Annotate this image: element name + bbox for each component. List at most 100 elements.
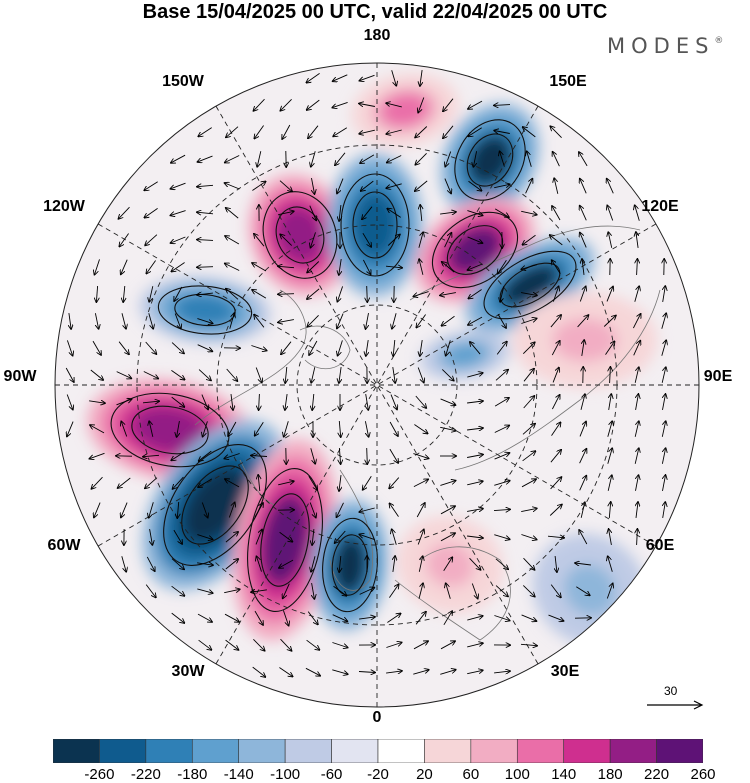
wind-vector	[253, 638, 264, 650]
wind-vector	[445, 151, 452, 167]
colorbar	[53, 739, 703, 763]
wind-vector	[521, 210, 537, 214]
wind-vector	[495, 558, 508, 569]
wind-vector	[226, 368, 238, 381]
wind-vector	[121, 556, 126, 571]
wind-vector	[608, 556, 613, 572]
wind-vector	[579, 422, 586, 437]
wind-vector	[226, 126, 239, 138]
wind-vector	[420, 70, 422, 86]
wind-vector	[415, 612, 426, 625]
wind-vector	[225, 559, 238, 570]
wind-vector	[634, 367, 639, 383]
wind-vector	[307, 611, 318, 625]
colorbar-tick-label: -220	[130, 766, 161, 783]
lon-label-30w: 30W	[171, 663, 205, 680]
wind-vector	[229, 313, 234, 329]
wind-vector	[636, 502, 638, 518]
wind-vector	[444, 178, 451, 194]
contour-trough-siberia-east-0	[483, 250, 577, 320]
colorbar-tick-label: -260	[84, 766, 115, 783]
latitude-circle-0	[296, 304, 458, 466]
wind-vector	[225, 236, 240, 245]
wind-vector	[418, 583, 423, 599]
wind-vector	[174, 313, 181, 329]
wind-vector	[389, 421, 398, 436]
wind-vector	[582, 259, 584, 275]
wind-vector	[92, 476, 103, 489]
wind-vector	[551, 341, 559, 356]
wind-vector	[311, 151, 316, 166]
anomaly-fill-trough-pacific-150e-3	[467, 134, 513, 186]
wind-vector	[550, 315, 561, 328]
wind-vector	[494, 671, 510, 673]
wind-vector	[254, 234, 265, 247]
wind-vector	[500, 151, 505, 167]
wind-vector	[252, 182, 265, 191]
wind-vector	[523, 557, 535, 570]
wind-vector	[251, 590, 267, 592]
wind-vector	[197, 240, 214, 241]
wind-vector	[441, 369, 453, 380]
wind-vector	[337, 286, 344, 301]
colorbar-tick-label: 260	[690, 766, 716, 783]
wind-vector	[523, 369, 534, 382]
wind-vector	[254, 315, 265, 328]
wind-vector	[339, 555, 341, 572]
wind-vector	[550, 450, 561, 463]
wind-vector	[197, 534, 212, 540]
wind-vector	[144, 181, 158, 191]
wind-vector	[197, 344, 213, 352]
wind-vector	[231, 394, 233, 410]
wind-vector	[197, 212, 214, 214]
wind-vector	[339, 205, 341, 221]
wind-vector	[361, 180, 374, 191]
wind-vector	[338, 340, 343, 355]
wind-vector	[119, 233, 129, 247]
anomaly-fill-ridge-pacific-north-3	[380, 93, 430, 127]
wind-vector	[497, 313, 506, 328]
wind-vector	[251, 345, 266, 351]
colorbar-tick-label: 100	[504, 766, 530, 783]
wind-vector	[366, 313, 369, 329]
wind-vector	[198, 127, 212, 137]
wind-vector	[279, 559, 294, 568]
wind-vector	[392, 313, 397, 328]
wind-vector	[332, 101, 348, 107]
wind-vector	[332, 614, 348, 622]
wind-vector	[177, 421, 180, 437]
wind-vector	[307, 99, 320, 110]
registered-mark: ®	[714, 36, 724, 46]
wind-vector	[252, 666, 266, 677]
wind-vector	[149, 421, 154, 437]
wind-vector	[278, 481, 294, 486]
wind-vector	[607, 421, 612, 437]
wind-vector	[251, 456, 268, 457]
wind-vector	[413, 479, 428, 488]
wind-vector	[446, 583, 451, 599]
wind-vector	[579, 476, 587, 491]
anomaly-fill-ridge-ural-3	[552, 318, 618, 362]
wind-vector	[359, 104, 375, 107]
wind-vector	[576, 586, 589, 596]
wind-vector	[495, 370, 508, 381]
contour-trough-pacific-150e-0	[454, 119, 526, 201]
wind-vector	[468, 289, 482, 299]
wind-vector	[607, 179, 614, 194]
wind-vector	[525, 179, 533, 194]
lon-label-150e: 150E	[549, 73, 587, 90]
wind-vector	[143, 371, 158, 379]
wind-vector	[386, 129, 402, 134]
wind-vector	[255, 367, 262, 383]
colorbar-swatch-13	[656, 739, 703, 763]
wind-vector	[467, 616, 482, 621]
wind-vector	[339, 259, 341, 275]
wind-vector	[333, 127, 348, 137]
colorbar-swatch-9	[470, 739, 518, 763]
wind-vector	[520, 644, 537, 645]
wind-vector	[467, 210, 482, 216]
wind-vector	[282, 610, 288, 625]
contour-ridge-alaska-west-1	[275, 206, 325, 264]
wind-vector	[661, 340, 666, 356]
colorbar-tick-label: 180	[597, 766, 623, 783]
